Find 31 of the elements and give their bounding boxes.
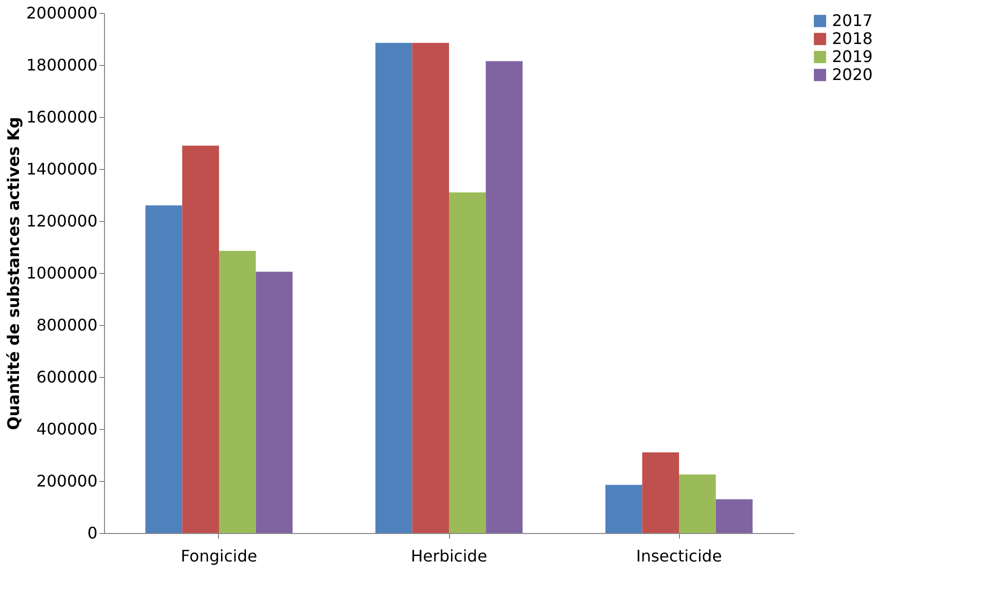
x-tick-label: Herbicide	[410, 546, 488, 566]
legend-label: 2020	[832, 65, 873, 84]
y-tick-label: 2000000	[26, 4, 98, 22]
bar	[182, 146, 219, 533]
y-tick-label: 1800000	[26, 56, 98, 74]
y-tick-label: 600000	[36, 368, 98, 386]
legend-label: 2019	[832, 47, 873, 66]
bar	[412, 42, 449, 533]
bar	[219, 250, 256, 533]
x-tick-label: Fongicide	[180, 546, 258, 566]
bar	[642, 452, 679, 533]
bar	[486, 61, 523, 533]
bar	[605, 484, 642, 533]
legend-label: 2017	[832, 11, 873, 30]
y-tick-label: 800000	[36, 316, 98, 334]
legend-label: 2018	[832, 29, 873, 48]
y-axis-title: Quantité de substances actives Kg	[4, 116, 24, 430]
bar	[375, 42, 412, 533]
y-tick-label: 400000	[36, 420, 98, 438]
y-tick-label: 1600000	[26, 108, 98, 126]
bar	[679, 474, 716, 533]
y-tick-label: 0	[87, 524, 98, 542]
bar	[256, 272, 293, 533]
bar	[449, 192, 486, 533]
bar	[145, 205, 182, 533]
y-tick-label: 1200000	[26, 212, 98, 230]
y-tick-label: 200000	[36, 472, 98, 490]
x-tick-label: Insecticide	[636, 546, 722, 566]
y-tick-label: 1000000	[26, 264, 98, 282]
y-tick-label: 1400000	[26, 160, 98, 178]
bar	[716, 499, 753, 533]
